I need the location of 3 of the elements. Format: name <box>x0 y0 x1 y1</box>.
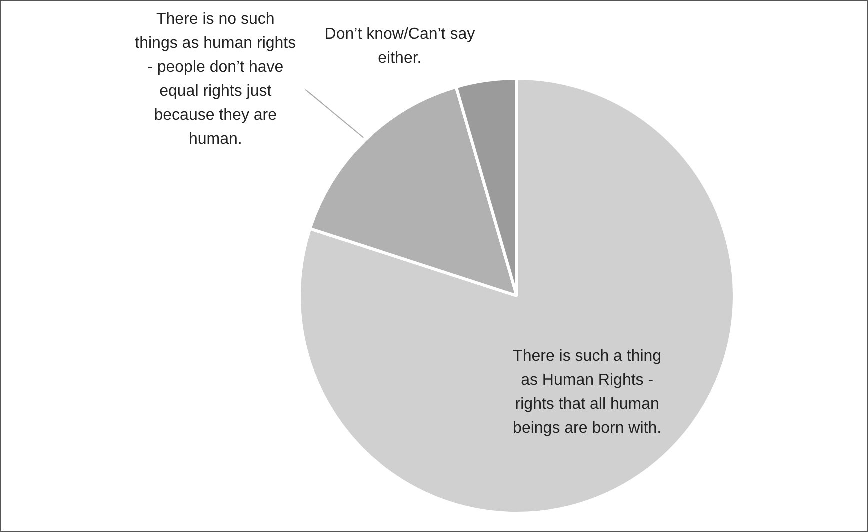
slice-label: There is no such things as human rights - people don’t have equal rights just because they are human. <box>135 11 296 148</box>
slice-label: There is such a thing as Human Rights - rights that all human beings are born with. <box>513 348 662 438</box>
slice-label: Don’t know/Can’t say either. <box>324 26 476 68</box>
